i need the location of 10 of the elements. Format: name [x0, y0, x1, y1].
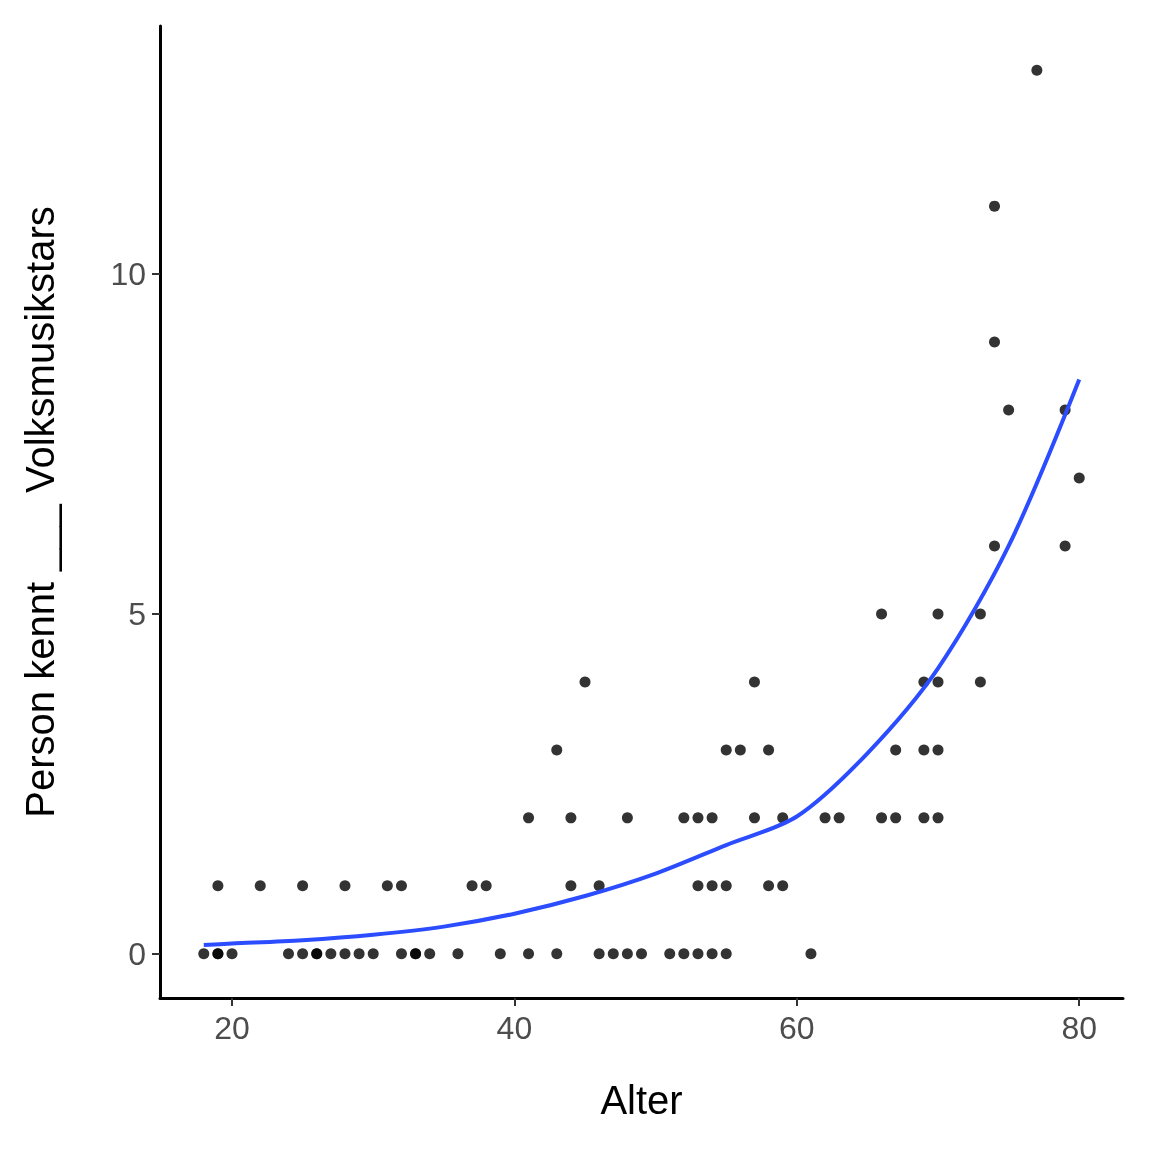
- x-axis-title: Alter: [600, 1078, 683, 1122]
- y-tick-label: 10: [110, 256, 146, 293]
- y-tick-label: 0: [128, 935, 146, 972]
- y-tick-label: 5: [128, 595, 146, 632]
- x-tick-label: 80: [1061, 1010, 1098, 1046]
- x-tick-label: 20: [214, 1010, 250, 1046]
- y-axis-title: Person kennt ___ Volksmusikstars: [18, 206, 62, 818]
- x-tick-label: 40: [496, 1010, 533, 1046]
- x-tick-label: 60: [779, 1010, 815, 1046]
- line-series: [201, 377, 1082, 947]
